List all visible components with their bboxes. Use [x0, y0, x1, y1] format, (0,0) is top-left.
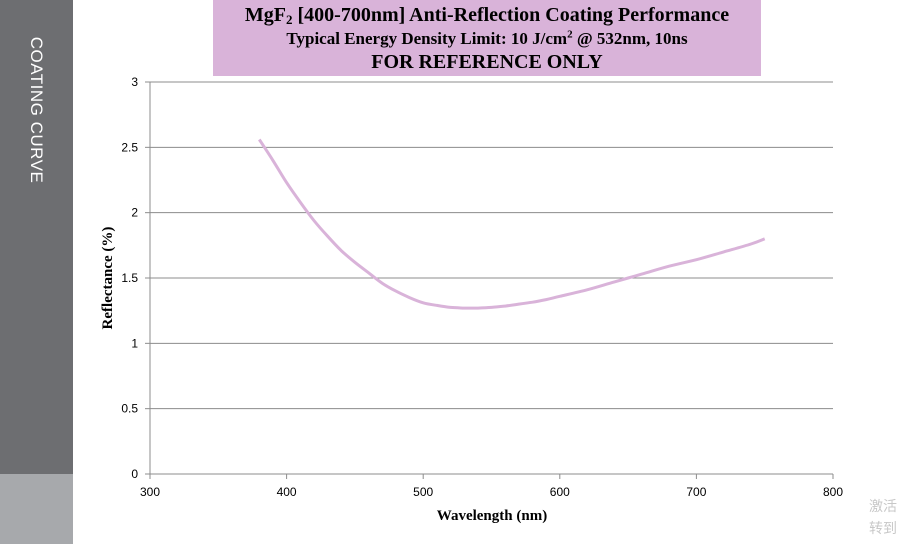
- reference-notice: FOR REFERENCE ONLY: [371, 51, 603, 73]
- y-tick-label: 1.5: [121, 271, 138, 285]
- y-tick-label: 2: [131, 206, 138, 220]
- y-tick-labels: 0 0.5 1 1.5 2 2.5 3: [121, 75, 138, 481]
- watermark-line-1: 激活: [869, 499, 897, 515]
- x-tick-label: 500: [413, 485, 433, 499]
- title-prefix: MgF: [244, 4, 287, 26]
- sidebar-footer: [0, 474, 73, 544]
- sidebar: COATING CURVE: [0, 0, 73, 474]
- y-tick-label: 2.5: [121, 140, 138, 154]
- x-tick-label: 800: [823, 485, 843, 499]
- subtitle-suffix: @ 532nm, 10ns: [572, 29, 688, 48]
- x-axis-label: Wavelength (nm): [437, 508, 547, 524]
- reflectance-curve: [258, 138, 766, 310]
- chart-subtitle: Typical Energy Density Limit: 10 J/cm2 @…: [213, 29, 761, 49]
- subtitle-superscript: 2: [567, 28, 573, 41]
- watermark-line-2: 转到: [869, 521, 897, 537]
- x-tick-label: 700: [686, 485, 706, 499]
- title-subscript: 2: [286, 12, 293, 27]
- x-tick-label: 600: [550, 485, 570, 499]
- chart-title: MgF2 [400-700nm] Anti-Reflection Coating…: [213, 1, 761, 29]
- x-tick-labels: 300 400 500 600 700 800: [140, 485, 843, 499]
- title-suffix: [400-700nm] Anti-Reflection Coating Perf…: [292, 4, 730, 26]
- x-tick-label: 300: [140, 485, 160, 499]
- chart-grid: [150, 81, 833, 410]
- y-tick-label: 0.5: [121, 402, 138, 416]
- chart-axes: [145, 81, 834, 479]
- x-tick-label: 400: [277, 485, 297, 499]
- y-tick-label: 1: [131, 336, 138, 350]
- chart-title-box: MgF2 [400-700nm] Anti-Reflection Coating…: [213, 0, 761, 76]
- y-tick-label: 3: [131, 75, 138, 89]
- y-tick-label: 0: [131, 467, 138, 481]
- y-axis-label: Reflectance (%): [100, 227, 116, 330]
- os-watermark: 激活 转到: [869, 496, 899, 540]
- subtitle-prefix: Typical Energy Density Limit: 10 J/cm: [286, 29, 568, 48]
